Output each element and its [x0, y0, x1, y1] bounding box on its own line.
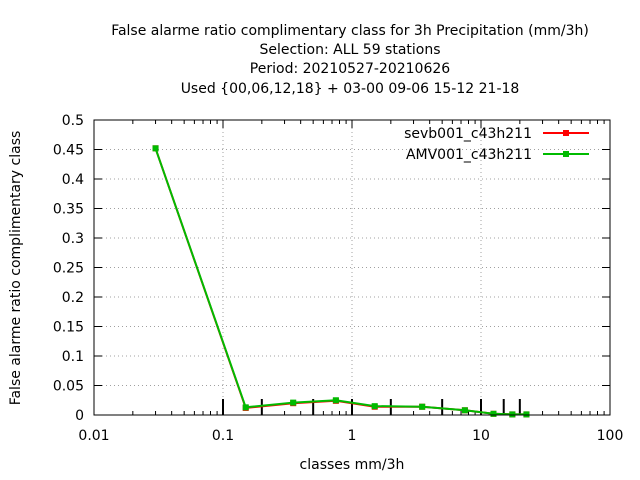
- title-line-2: Selection: ALL 59 stations: [259, 42, 440, 58]
- data-point: [152, 145, 159, 152]
- series-line-1: [154, 147, 527, 416]
- grid-lines: [94, 120, 610, 415]
- x-tick-label: 0.01: [78, 428, 109, 444]
- x-tick-label: 10: [472, 428, 490, 444]
- chart-title: False alarme ratio complimentary class f…: [111, 23, 589, 97]
- series-line-2: [154, 147, 527, 416]
- x-tick-label: 100: [597, 428, 624, 444]
- plot-frame: [93, 119, 611, 416]
- y-axis-label: False alarme ratio complimentary class: [8, 131, 24, 406]
- y-tick-label: 0.3: [62, 231, 84, 247]
- legend-marker: [563, 151, 569, 157]
- y-tick-label: 0.4: [62, 172, 84, 188]
- data-point: [509, 411, 516, 418]
- y-tick-label: 0.05: [53, 379, 84, 395]
- x-tick-label: 1: [348, 428, 357, 444]
- y-tick-label: 0.1: [62, 349, 84, 365]
- data-point: [461, 407, 468, 414]
- legend: sevb001_c43h211 AMV001_c43h211: [404, 126, 589, 163]
- y-tick-label: 0.5: [62, 113, 84, 129]
- y-axis-ticks: 0 0.05 0.1 0.15 0.2 0.25 0.3 0.35 0.4 0.45 0.5: [53, 113, 610, 424]
- data-point: [490, 410, 497, 417]
- y-tick-label: 0.15: [53, 320, 84, 336]
- y-tick-label: 0.45: [53, 143, 84, 159]
- data-point: [523, 411, 530, 418]
- data-point: [290, 399, 297, 406]
- title-line-1: False alarme ratio complimentary class f…: [111, 23, 589, 39]
- legend-label: sevb001_c43h211: [404, 126, 532, 142]
- title-line-3: Period: 20210527-20210626: [250, 61, 450, 77]
- y-tick-label: 0.2: [62, 290, 84, 306]
- legend-marker: [563, 130, 569, 136]
- y-tick-label: 0: [75, 408, 84, 424]
- title-line-4: Used {00,06,12,18} + 03-00 09-06 15-12 2…: [181, 81, 520, 97]
- y-tick-label: 0.35: [53, 202, 84, 218]
- data-series: [152, 145, 530, 418]
- legend-label: AMV001_c43h211: [406, 147, 532, 163]
- x-tick-label: 0.1: [212, 428, 234, 444]
- data-point: [371, 403, 378, 410]
- data-point: [332, 397, 339, 404]
- x-axis-ticks: 0.01 0.1 1 10 100: [78, 120, 623, 444]
- data-point: [419, 403, 426, 410]
- data-point: [242, 404, 249, 411]
- y-tick-label: 0.25: [53, 261, 84, 277]
- x-axis-label: classes mm/3h: [300, 457, 405, 473]
